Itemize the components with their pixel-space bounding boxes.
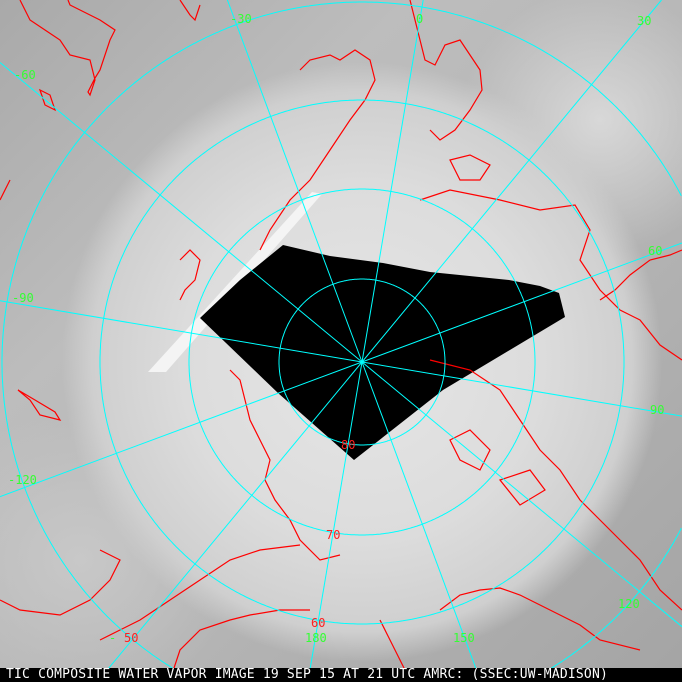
meridian-line [0,361,363,498]
longitude-label: -120 [8,473,37,487]
latitude-circle [527,527,682,682]
meridian-line [361,361,682,628]
meridian-line [0,300,363,363]
meridian-line [361,361,482,682]
longitude-label: -60 [14,68,36,82]
meridian-line [361,361,682,417]
image-caption: TIC COMPOSITE WATER VAPOR IMAGE 19 SEP 1… [0,668,682,682]
no-data-region [200,245,565,460]
white-streak [148,192,322,372]
meridian-line [307,361,363,682]
meridian-line [226,0,363,363]
longitude-label: 30 [637,14,652,28]
latitude-circle [188,188,536,536]
latitude-label: 70 [326,528,341,542]
meridian-line [361,0,424,363]
meridian-line [96,361,363,682]
meridian-line [0,62,363,363]
latitude-circle [278,278,446,446]
longitude-label: -90 [12,291,34,305]
longitude-label: -30 [230,12,252,26]
latitude-circle [99,99,625,625]
meridian-line [361,0,662,363]
longitude-label: - [109,631,117,645]
longitude-label: 150 [453,631,475,645]
longitude-label: 180 [305,631,327,645]
meridian-line [361,242,682,363]
latitude-label: 60 [311,616,326,630]
longitude-label: 120 [618,597,640,611]
longitude-label: 60 [648,244,663,258]
longitude-label: 0 [416,12,424,26]
latitude-label: 80 [341,438,356,452]
latitude-label: 50 [124,631,139,645]
longitude-label: 90 [650,403,665,417]
